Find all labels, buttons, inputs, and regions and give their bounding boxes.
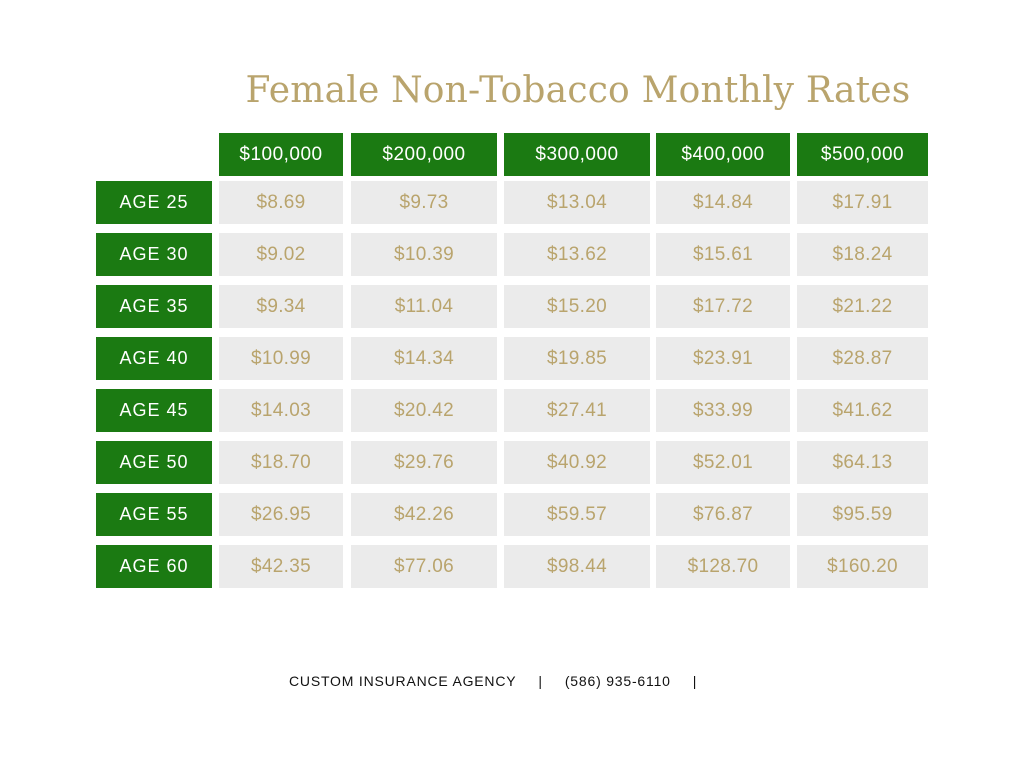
rate-cell: $10.39: [351, 233, 497, 276]
rate-cell: $33.99: [656, 389, 790, 432]
rate-cell: $14.34: [351, 337, 497, 380]
rate-cell: $77.06: [351, 545, 497, 588]
rate-cell: $11.04: [351, 285, 497, 328]
rate-cell: $98.44: [504, 545, 650, 588]
rate-cell: $14.84: [656, 181, 790, 224]
phone-number: (586) 935-6110: [564, 673, 671, 689]
row-label: AGE 55: [96, 493, 212, 536]
row-label: AGE 40: [96, 337, 212, 380]
rate-cell: $128.70: [656, 545, 790, 588]
rate-cell: $17.72: [656, 285, 790, 328]
rate-cell: $9.02: [219, 233, 343, 276]
rate-cell: $42.26: [351, 493, 497, 536]
row-label: AGE 25: [96, 181, 212, 224]
rate-cell: $40.92: [504, 441, 650, 484]
row-label: AGE 30: [96, 233, 212, 276]
page-title: Female Non-Tobacco Monthly Rates: [245, 70, 911, 111]
rate-cell: $52.01: [656, 441, 790, 484]
rate-cell: $15.20: [504, 285, 650, 328]
rate-cell: $59.57: [504, 493, 650, 536]
column-header: $200,000: [351, 133, 497, 176]
rate-cell: $9.34: [219, 285, 343, 328]
rate-cell: $21.22: [797, 285, 928, 328]
rate-cell: $15.61: [656, 233, 790, 276]
rate-cell: $18.70: [219, 441, 343, 484]
column-header: $300,000: [504, 133, 650, 176]
rate-cell: $10.99: [219, 337, 343, 380]
rate-cell: $14.03: [219, 389, 343, 432]
rate-cell: $17.91: [797, 181, 928, 224]
rate-cell: $9.73: [351, 181, 497, 224]
rate-cell: $13.04: [504, 181, 650, 224]
column-header: $400,000: [656, 133, 790, 176]
row-label: AGE 35: [96, 285, 212, 328]
agency-name: CUSTOM INSURANCE AGENCY: [289, 673, 517, 689]
rate-cell: $26.95: [219, 493, 343, 536]
footer-separator-trailing: |: [692, 673, 698, 689]
rate-cell: $8.69: [219, 181, 343, 224]
row-label: AGE 45: [96, 389, 212, 432]
rate-cell: $19.85: [504, 337, 650, 380]
column-header: $100,000: [219, 133, 343, 176]
column-header: $500,000: [797, 133, 928, 176]
rate-cell: $95.59: [797, 493, 928, 536]
rate-cell: $64.13: [797, 441, 928, 484]
rate-cell: $42.35: [219, 545, 343, 588]
footer: CUSTOM INSURANCE AGENCY | (586) 935-6110 |: [289, 673, 719, 689]
rate-cell: $18.24: [797, 233, 928, 276]
rate-cell: $28.87: [797, 337, 928, 380]
rate-cell: $76.87: [656, 493, 790, 536]
rate-cell: $13.62: [504, 233, 650, 276]
rate-cell: $27.41: [504, 389, 650, 432]
row-label: AGE 50: [96, 441, 212, 484]
row-label: AGE 60: [96, 545, 212, 588]
rate-cell: $160.20: [797, 545, 928, 588]
rate-cell: $23.91: [656, 337, 790, 380]
rate-cell: $20.42: [351, 389, 497, 432]
rate-cell: $41.62: [797, 389, 928, 432]
rate-cell: $29.76: [351, 441, 497, 484]
footer-separator: |: [538, 673, 543, 689]
